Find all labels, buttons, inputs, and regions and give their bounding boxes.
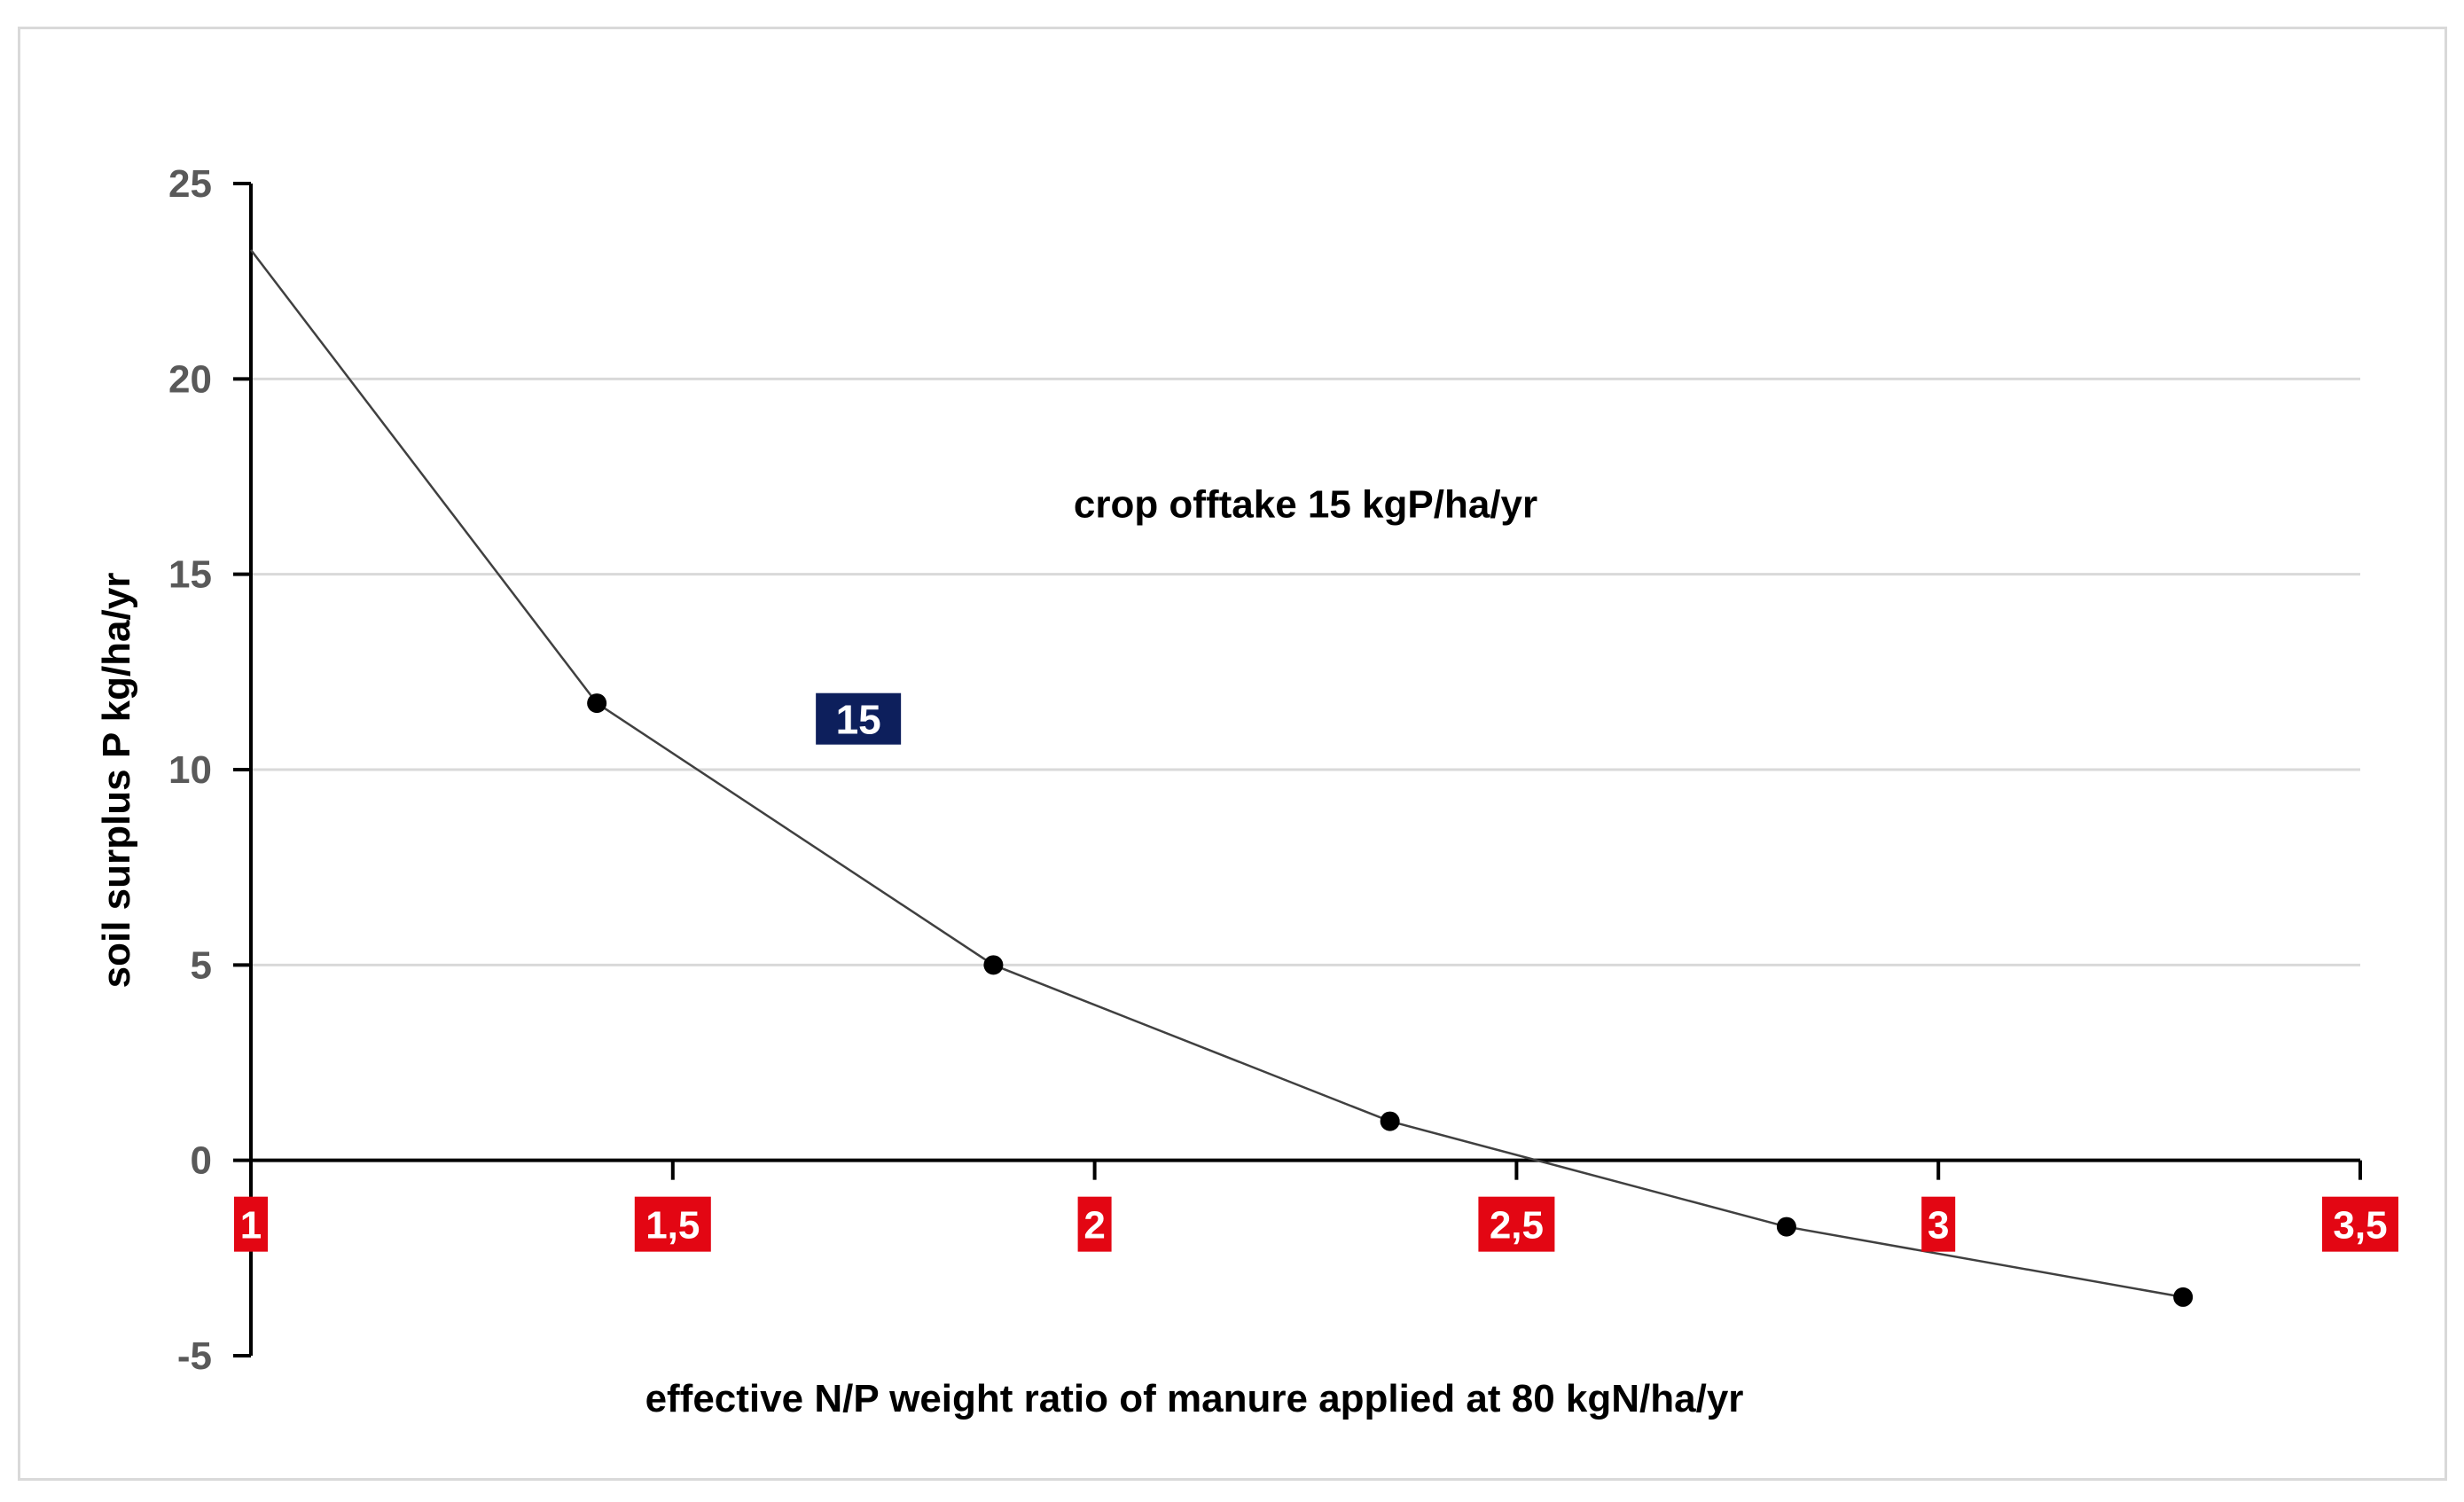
annotations: crop offtake 15 kgP/ha/yr 15: [816, 482, 1537, 745]
data-point: [983, 955, 1004, 975]
data-point: [1380, 1111, 1400, 1131]
data-point: [587, 693, 607, 714]
y-axis-title: soil surplus P kg/ha/yr: [95, 573, 138, 989]
data-point: [2173, 1287, 2194, 1307]
x-tick-label-background: [1478, 1196, 1555, 1252]
y-tick-label: 0: [191, 1139, 212, 1183]
y-tick-label: -5: [177, 1334, 212, 1378]
x-tick-label-background: [634, 1196, 711, 1252]
x-tick-label-background: [1921, 1196, 1956, 1252]
x-tick-label: 2,5: [1490, 1204, 1544, 1248]
y-tick-labels: -5 0 5 10 15 20 25: [168, 162, 212, 1378]
y-tick-label: 10: [168, 748, 212, 792]
annotation-badge-label: 15: [836, 697, 881, 743]
x-tick-label: 2: [1083, 1204, 1105, 1248]
x-tick-label: 1: [240, 1204, 262, 1248]
data-point: [1776, 1216, 1796, 1237]
series-line-layer: [250, 249, 2184, 1299]
x-tick-label: 1,5: [645, 1204, 700, 1248]
data-points: [587, 693, 2194, 1307]
annotation-badge-background: [816, 692, 902, 745]
y-tick-label: 25: [168, 162, 212, 206]
x-tick-label: 3,5: [2333, 1204, 2387, 1248]
x-axis-title: effective N/P weight ratio of manure app…: [645, 1377, 1744, 1420]
x-tick-label-background: [234, 1196, 268, 1252]
y-tick-label: 20: [168, 357, 212, 401]
annotation-crop-offtake: crop offtake 15 kgP/ha/yr: [1074, 482, 1537, 526]
axes: [233, 182, 2362, 1357]
x-tick-label-background: [1077, 1196, 1112, 1252]
x-tick-labels: 1 1,5 2 2,5 3 3,5: [234, 1196, 2398, 1252]
y-tick-label: 5: [191, 943, 212, 987]
y-tick-label: 15: [168, 553, 212, 597]
chart-frame: [18, 27, 2447, 1481]
x-tick-label-background: [2322, 1196, 2398, 1252]
series-line: [250, 249, 2184, 1299]
grid-lines: [251, 377, 2360, 966]
x-tick-label: 3: [1928, 1204, 1949, 1248]
